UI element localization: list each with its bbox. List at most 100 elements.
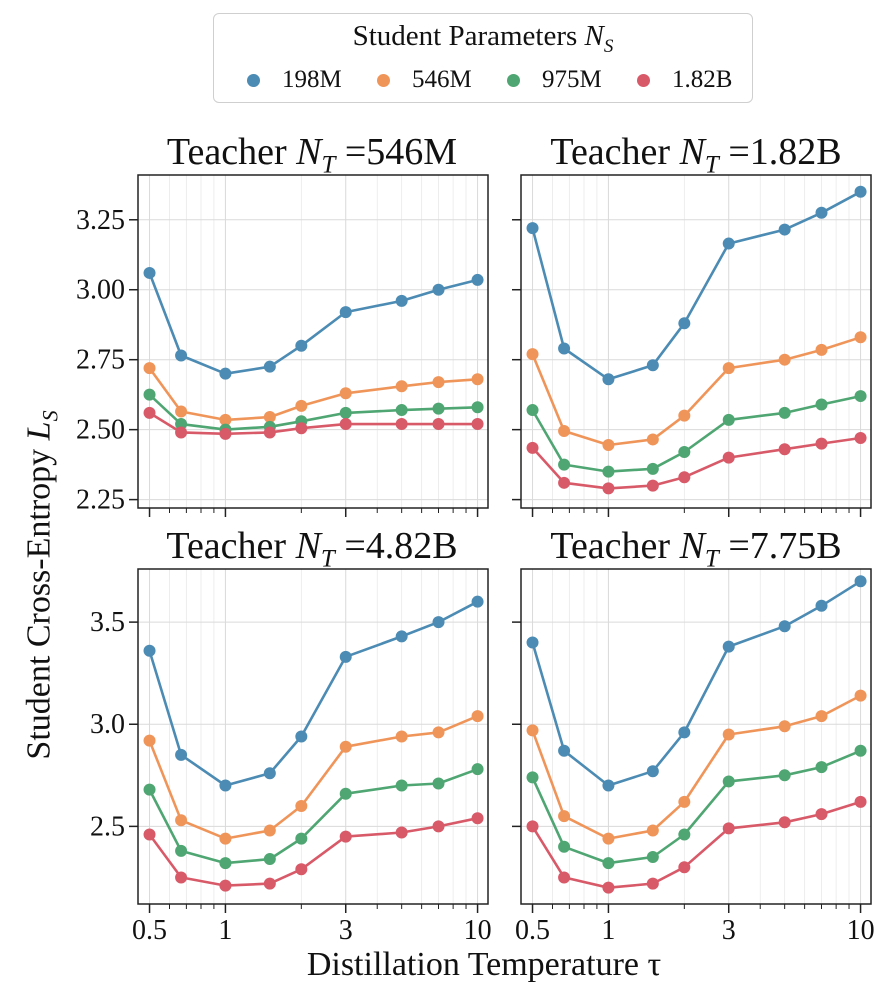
panel-3-point-975m (339, 787, 352, 800)
panel-3-point-975m (219, 857, 232, 870)
panel-1-point-546m (175, 405, 188, 418)
panel-3-point-546m (175, 814, 188, 827)
panel-4-x-tick-label: 1 (601, 915, 615, 946)
panel-2-point-546m (722, 362, 735, 375)
panel-1-y-tick-label: 2.25 (76, 485, 125, 516)
legend-marker-182b (637, 73, 650, 87)
panel-1-y-tick-label: 2.75 (76, 345, 125, 376)
legend: Student Parameters NS 198M 546M 975M 1.8… (213, 13, 753, 103)
panel-4-series-line-182b (531, 800, 861, 890)
legend-item-546m: 546M (377, 64, 472, 96)
panel-title-1-symbol: N (296, 131, 322, 173)
panel-3-point-975m (175, 844, 188, 857)
y-axis-label-symbol: L (20, 421, 58, 441)
panel-2-point-975m (602, 465, 615, 478)
panel-4-frame (520, 568, 872, 905)
panel-title-2-symbol: N (679, 131, 705, 173)
panel-2-point-975m (778, 406, 791, 419)
panel-2-point-975m (526, 404, 539, 417)
panel-3-point-182b (295, 863, 308, 876)
panel-3-series-line-546m (148, 714, 479, 840)
panel-3-point-975m (395, 779, 408, 792)
panel-1-point-975m (471, 401, 484, 414)
panel-4-point-198m (678, 726, 691, 739)
legend-title-subscript: S (603, 35, 614, 57)
panel-1-point-546m (263, 411, 276, 424)
panel-3-point-198m (295, 730, 308, 743)
panel-4-x-tick-label: 10 (847, 915, 875, 946)
panel-4-point-546m (854, 689, 867, 702)
panel-2-point-182b (646, 479, 659, 492)
panel-title-3-suffix: =4.82B (334, 525, 458, 567)
panel-2-point-546m (815, 343, 828, 356)
panel-3-point-546m (339, 740, 352, 753)
legend-item-975m: 975M (507, 64, 602, 96)
panel-1-point-975m (432, 402, 445, 415)
panel-2-point-546m (778, 353, 791, 366)
panel-3-point-182b (143, 828, 156, 841)
panel-3-series-line-198m (148, 600, 479, 787)
legend-marker-198m (247, 73, 260, 87)
panel-3-point-182b (471, 812, 484, 825)
panel-4-series-line-198m (531, 580, 862, 787)
panel-4-point-975m (602, 857, 615, 870)
panel-1-point-182b (175, 426, 188, 439)
panel-3-y-tick-label: 3.5 (90, 607, 125, 638)
panel-4-point-975m (722, 775, 735, 788)
panel-1-point-198m (471, 273, 484, 286)
panel-2-point-546m (558, 425, 571, 438)
panel-4-series-line-975m (531, 749, 862, 865)
panel-1-point-182b (263, 426, 276, 439)
panel-2-point-975m (678, 446, 691, 459)
panel-title-3-symbol: N (295, 525, 321, 567)
x-axis-label: Distillation Temperature τ (306, 946, 662, 983)
panel-2-point-975m (558, 458, 571, 471)
panel-4-point-182b (678, 861, 691, 874)
panel-4-point-182b (854, 795, 867, 808)
panel-2-series-line-182b (531, 436, 861, 490)
panel-1-point-182b (339, 418, 352, 431)
panel-1-point-182b (143, 406, 156, 419)
panel-3-x-tick-label: 3 (339, 915, 353, 946)
panel-2-series-line-975m (531, 394, 861, 473)
panel-2-point-182b (854, 432, 867, 445)
panel-2-point-546m (646, 433, 659, 446)
panel-4-point-546m (778, 720, 791, 733)
panel-2-point-182b (602, 482, 615, 495)
panel-1-point-546m (395, 380, 408, 393)
panel-title-4-subscript: T (704, 545, 719, 573)
panel-3-point-182b (219, 879, 232, 892)
panel-3-point-975m (471, 763, 484, 776)
panel-1-point-546m (432, 376, 445, 389)
panel-1-y-tick-label: 3.00 (76, 275, 125, 306)
panel-1-point-198m (175, 349, 188, 362)
panel-4-point-546m (602, 832, 615, 845)
panel-2-point-975m (646, 462, 659, 475)
panel-3-point-975m (295, 832, 308, 845)
panel-1-point-198m (219, 367, 232, 380)
panel-4-point-198m (602, 779, 615, 792)
panel-title-4-suffix: =7.75B (718, 525, 842, 567)
panel-2-point-546m (526, 348, 539, 361)
panel-2-point-975m (722, 413, 735, 426)
panel-2-point-198m (526, 222, 539, 235)
legend-label-182b: 1.82B (672, 66, 733, 93)
panel-title-1-prefix: Teacher (166, 131, 297, 173)
panel-title-3-prefix: Teacher (166, 525, 296, 567)
panel-4-point-182b (646, 877, 659, 890)
legend-marker-546m (377, 73, 390, 87)
panel-title-3: Teacher NT =4.82B (166, 524, 457, 574)
panel-4-point-182b (558, 871, 571, 884)
panel-title-4: Teacher NT =7.75B (550, 524, 841, 574)
panel-1-point-198m (143, 266, 156, 279)
panel-2-point-546m (602, 439, 615, 452)
panel-2-point-182b (558, 476, 571, 489)
panel-3-point-546m (219, 832, 232, 845)
panel-1-point-182b (395, 418, 408, 431)
panel-3-point-975m (263, 853, 276, 866)
legend-title: Student Parameters NS (214, 20, 752, 58)
panel-2-point-198m (854, 185, 867, 198)
panel-3-point-182b (339, 830, 352, 843)
legend-label-975m: 975M (542, 66, 602, 93)
panel-2-point-198m (558, 342, 571, 355)
